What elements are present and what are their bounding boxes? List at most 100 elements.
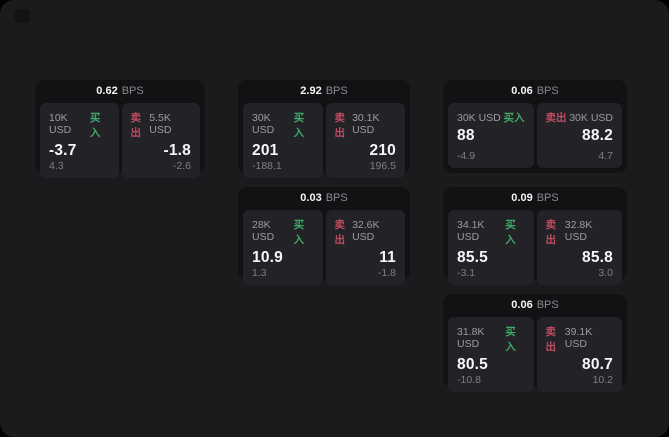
cards-grid: 0.62 BPS 10K USD 买入 -3.7 4.3 卖出 5.5K USD… <box>35 80 627 392</box>
sell-panel[interactable]: 卖出 5.5K USD -1.8 -2.6 <box>121 103 200 178</box>
buy-price: 201 <box>252 142 279 159</box>
buy-panel-top: 30K USD 买入 <box>457 110 525 125</box>
buy-change: -3.1 <box>457 267 476 279</box>
quote-card[interactable]: 0.09 BPS 34.1K USD 买入 85.5 -3.1 卖出 32.8K… <box>443 187 627 285</box>
buy-panel[interactable]: 34.1K USD 买入 85.5 -3.1 <box>448 210 534 285</box>
buy-change: -10.8 <box>457 374 481 386</box>
buy-size: 31.8K USD <box>457 326 485 350</box>
sell-label: 卖出 <box>130 112 142 139</box>
sell-change: 4.7 <box>598 150 613 162</box>
sell-panel-top: 卖出 39.1K USD <box>546 324 614 354</box>
buy-price: 10.9 <box>252 249 283 266</box>
quote-card[interactable]: 0.62 BPS 10K USD 买入 -3.7 4.3 卖出 5.5K USD… <box>35 80 205 178</box>
sell-change: 10.2 <box>592 374 613 386</box>
bps-suffix-label: BPS <box>536 299 559 311</box>
buy-price: -3.7 <box>49 142 77 159</box>
sell-label: 卖出 <box>334 112 346 139</box>
buy-size: 10K USD <box>49 112 72 136</box>
sell-price: 80.7 <box>582 356 613 373</box>
buy-panel-top: 34.1K USD 买入 <box>457 217 525 247</box>
sell-panel[interactable]: 卖出 39.1K USD 80.7 10.2 <box>536 317 622 392</box>
sell-size: 30.1K USD <box>352 112 380 136</box>
buy-panel[interactable]: 31.8K USD 买入 80.5 -10.8 <box>448 317 534 392</box>
sell-panel[interactable]: 卖出 30.1K USD 210 196.5 <box>325 103 405 178</box>
bps-value: 2.92 <box>300 85 322 97</box>
buy-size: 28K USD <box>252 219 275 243</box>
sell-change: -2.6 <box>172 160 191 172</box>
buy-change: 1.3 <box>252 267 267 279</box>
sell-label: 卖出 <box>545 112 567 124</box>
buy-price: 85.5 <box>457 249 488 266</box>
sell-change: -1.8 <box>377 267 396 279</box>
buy-size: 34.1K USD <box>457 219 485 243</box>
card-header: 0.09 BPS <box>443 187 627 210</box>
sell-panel-top: 卖出 32.8K USD <box>546 217 614 247</box>
sell-size: 39.1K USD <box>564 326 593 350</box>
sell-price: 85.8 <box>582 249 613 266</box>
buy-panel-top: 28K USD 买入 <box>252 217 314 247</box>
quote-card[interactable]: 0.03 BPS 28K USD 买入 10.9 1.3 卖出 32.6K US… <box>238 187 410 285</box>
sell-label: 卖出 <box>545 219 557 246</box>
sell-panel-top: 卖出 32.6K USD <box>335 217 397 247</box>
card-header: 0.03 BPS <box>238 187 410 210</box>
sell-panel-top: 卖出 30K USD <box>546 110 614 125</box>
buy-panel[interactable]: 30K USD 买入 88 -4.9 <box>448 103 534 168</box>
app-icon <box>14 9 30 23</box>
card-header: 2.92 BPS <box>238 80 410 103</box>
bps-value: 0.09 <box>511 192 533 204</box>
card-header: 0.62 BPS <box>35 80 205 103</box>
sell-size: 5.5K USD <box>149 112 172 136</box>
buy-size: 30K USD <box>457 112 501 124</box>
bps-suffix-label: BPS <box>536 85 559 97</box>
buy-panel[interactable]: 10K USD 买入 -3.7 4.3 <box>40 103 119 178</box>
sell-label: 卖出 <box>334 219 346 246</box>
bps-value: 0.06 <box>511 299 533 311</box>
buy-label: 买入 <box>505 219 516 246</box>
buy-label: 买入 <box>89 112 101 139</box>
bps-value: 0.06 <box>511 85 533 97</box>
bps-suffix-label: BPS <box>121 85 144 97</box>
buy-size: 30K USD <box>252 112 275 136</box>
sell-panel[interactable]: 卖出 32.6K USD 11 -1.8 <box>325 210 405 285</box>
card-header: 0.06 BPS <box>443 80 627 103</box>
card-body: 31.8K USD 买入 80.5 -10.8 卖出 39.1K USD 80.… <box>443 317 627 397</box>
sell-change: 3.0 <box>598 267 613 279</box>
sell-price: 88.2 <box>582 127 613 144</box>
buy-label: 买入 <box>293 219 305 246</box>
bps-value: 0.03 <box>300 192 322 204</box>
sell-price: 210 <box>369 142 396 159</box>
buy-change: 4.3 <box>49 160 64 172</box>
buy-panel-top: 30K USD 买入 <box>252 110 314 140</box>
card-body: 10K USD 买入 -3.7 4.3 卖出 5.5K USD -1.8 -2.… <box>35 103 205 183</box>
bps-value: 0.62 <box>96 85 118 97</box>
sell-panel-top: 卖出 5.5K USD <box>131 110 192 140</box>
bps-suffix-label: BPS <box>536 192 559 204</box>
quote-card[interactable]: 2.92 BPS 30K USD 买入 201 -188.1 卖出 30.1K … <box>238 80 410 178</box>
buy-label: 买入 <box>293 112 305 139</box>
bps-suffix-label: BPS <box>325 85 348 97</box>
sell-size: 30K USD <box>569 112 613 124</box>
buy-price: 88 <box>457 127 475 144</box>
sell-panel-top: 卖出 30.1K USD <box>335 110 397 140</box>
bps-suffix-label: BPS <box>325 192 348 204</box>
sell-label: 卖出 <box>545 326 557 353</box>
buy-panel-top: 10K USD 买入 <box>49 110 110 140</box>
card-body: 34.1K USD 买入 85.5 -3.1 卖出 32.8K USD 85.8… <box>443 210 627 290</box>
sell-panel[interactable]: 卖出 30K USD 88.2 4.7 <box>536 103 622 168</box>
sell-panel[interactable]: 卖出 32.8K USD 85.8 3.0 <box>536 210 622 285</box>
sell-change: 196.5 <box>369 160 396 172</box>
buy-panel[interactable]: 30K USD 买入 201 -188.1 <box>243 103 323 178</box>
buy-change: -188.1 <box>252 160 282 172</box>
sell-size: 32.6K USD <box>352 219 380 243</box>
quote-card[interactable]: 0.06 BPS 30K USD 买入 88 -4.9 卖出 30K USD 8… <box>443 80 627 173</box>
buy-panel[interactable]: 28K USD 买入 10.9 1.3 <box>243 210 323 285</box>
sell-size: 32.8K USD <box>564 219 593 243</box>
card-header: 0.06 BPS <box>443 294 627 317</box>
sell-price: -1.8 <box>163 142 191 159</box>
sell-price: 11 <box>379 249 396 266</box>
quote-card[interactable]: 0.06 BPS 31.8K USD 买入 80.5 -10.8 卖出 39.1… <box>443 294 627 392</box>
buy-panel-top: 31.8K USD 买入 <box>457 324 525 354</box>
buy-label: 买入 <box>503 112 525 124</box>
card-body: 30K USD 买入 88 -4.9 卖出 30K USD 88.2 4.7 <box>443 103 627 173</box>
